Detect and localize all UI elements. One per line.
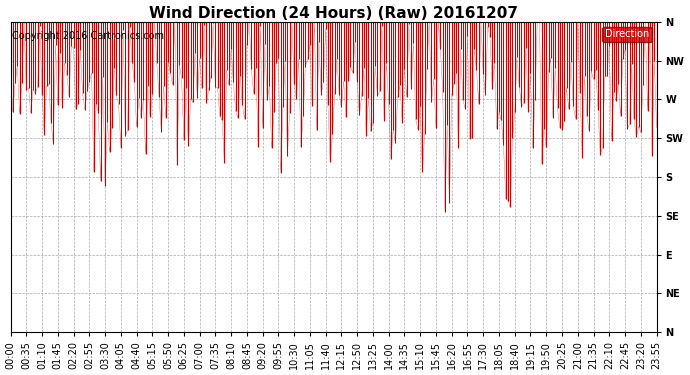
Text: Copyright 2016 Cartronics.com: Copyright 2016 Cartronics.com — [12, 31, 164, 41]
Legend: Direction: Direction — [602, 27, 651, 42]
Title: Wind Direction (24 Hours) (Raw) 20161207: Wind Direction (24 Hours) (Raw) 20161207 — [149, 6, 518, 21]
